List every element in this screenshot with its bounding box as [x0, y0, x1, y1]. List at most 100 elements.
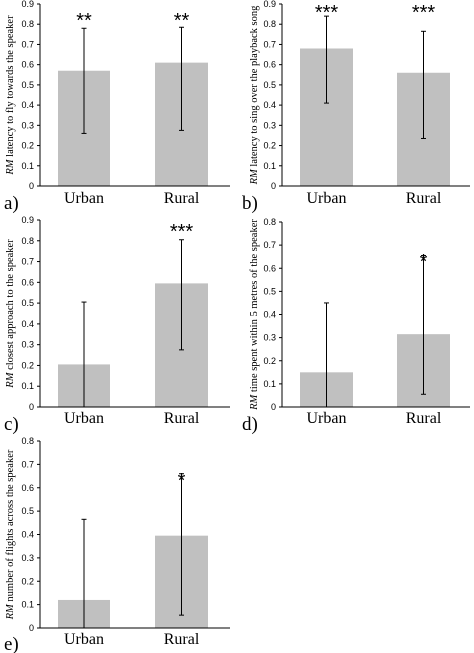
error-bar-urban — [81, 518, 87, 628]
error-bar-rural — [179, 26, 184, 131]
y-tick-label: 0.7 — [263, 39, 276, 49]
chart-panel-4: 0 0.1 0.2 0.3 0.4 0.5 0.6 0.7 0.8 Urban Rural * RM t… — [242, 217, 470, 435]
y-tick-label: 0 — [29, 181, 34, 191]
y-axis-title: RM latency to fly towards the speaker — [5, 15, 16, 176]
y-tick-label: 0.8 — [21, 436, 34, 446]
chart-panel-2: 0 0.1 0.2 0.3 0.4 0.5 0.6 0.7 0.8 0.9 Urban *** Rura… — [242, 0, 470, 214]
y-tick-label: 0.3 — [263, 333, 276, 343]
y-tick-label: 0.5 — [21, 298, 34, 308]
y-tick-label: 0.2 — [263, 356, 276, 366]
significance-marker: * — [420, 251, 428, 273]
y-tick-label: 0.8 — [263, 217, 276, 227]
y-tick-label: 0.2 — [263, 141, 276, 151]
y-tick-label: 0.6 — [21, 60, 34, 70]
panel-label: e) — [4, 634, 19, 653]
y-tick-label: 0.1 — [21, 161, 34, 171]
x-category-label: Rural — [164, 410, 200, 427]
y-tick-label: 0.1 — [21, 381, 34, 391]
y-tick-label: 0.8 — [263, 19, 276, 29]
significance-marker: ** — [76, 10, 92, 32]
error-bar-rural — [179, 473, 184, 616]
y-tick-label: 0.4 — [21, 100, 34, 110]
y-axis-title-text: time spent within 5 metres of the speake… — [249, 219, 260, 392]
error-bar-urban — [81, 27, 87, 134]
error-bar-urban — [324, 302, 329, 407]
y-tick-label: 0.2 — [21, 576, 34, 586]
y-tick-label: 0.4 — [21, 319, 34, 329]
chart-panel-3: 0 0.1 0.2 0.3 0.4 0.5 0.6 0.7 0.8 0.9 Urban Rural **… — [4, 215, 230, 435]
x-category-label: Rural — [164, 190, 200, 207]
y-tick-label: 0 — [271, 181, 276, 191]
y-tick-label: 0.8 — [21, 236, 34, 246]
y-tick-label: 0.3 — [21, 553, 34, 563]
significance-marker: *** — [170, 221, 194, 243]
y-tick-label: 0.6 — [21, 277, 34, 287]
y-tick-label: 0.5 — [263, 286, 276, 296]
y-tick-label: 0.2 — [21, 141, 34, 151]
error-bar-rural — [421, 255, 426, 395]
y-axis-title-prefix: RM — [5, 603, 16, 620]
y-tick-label: 0.1 — [263, 379, 276, 389]
panel-label: a) — [4, 193, 19, 214]
y-tick-label: 0.4 — [263, 310, 276, 320]
y-axis-title-prefix: RM — [249, 393, 260, 410]
x-category-label: Urban — [64, 190, 104, 207]
y-tick-label: 0.2 — [21, 360, 34, 370]
x-category-label: Urban — [307, 410, 347, 427]
y-tick-label: 0.5 — [21, 80, 34, 90]
x-category-label: Urban — [307, 190, 347, 207]
chart-panel-5: 0 0.1 0.2 0.3 0.4 0.5 0.6 0.7 0.8 Urban Rural * RM n… — [4, 436, 230, 653]
y-tick-label: 0.6 — [263, 263, 276, 273]
y-tick-label: 0.1 — [263, 161, 276, 171]
y-tick-label: 0.4 — [21, 530, 34, 540]
significance-marker: ** — [174, 10, 190, 32]
y-tick-label: 0.1 — [21, 600, 34, 610]
y-axis-title-text: closest approach to the speaker — [5, 239, 16, 370]
y-axis-title-text: latency to sing over the playback song — [249, 5, 260, 167]
y-tick-label: 0.3 — [263, 120, 276, 130]
panel-label: c) — [4, 414, 19, 435]
y-tick-label: 0.7 — [21, 39, 34, 49]
y-tick-label: 0.5 — [21, 506, 34, 516]
x-category-label: Urban — [64, 410, 104, 427]
significance-marker: *** — [315, 2, 339, 24]
chart-panel-1: 0 0.1 0.2 0.3 0.4 0.5 0.6 0.7 0.8 0.9 Urban ** Rural… — [4, 0, 230, 214]
y-axis-title-prefix: RM — [5, 158, 16, 175]
y-tick-label: 0.4 — [263, 100, 276, 110]
significance-marker: * — [178, 470, 186, 492]
y-tick-label: 0.7 — [263, 240, 276, 250]
y-tick-label: 0.7 — [21, 459, 34, 469]
y-tick-label: 0.5 — [263, 80, 276, 90]
y-axis-title-text: latency to fly towards the speaker — [5, 15, 16, 157]
panel-label: b) — [242, 193, 258, 214]
error-bar-rural — [179, 239, 184, 351]
y-tick-label: 0.8 — [21, 19, 34, 29]
y-tick-label: 0.6 — [263, 60, 276, 70]
y-axis-title-prefix: RM — [249, 168, 260, 185]
y-tick-label: 0 — [271, 402, 276, 412]
error-bar-urban — [81, 301, 87, 407]
x-category-label: Rural — [406, 190, 442, 207]
y-axis-title-prefix: RM — [5, 371, 16, 388]
y-tick-label: 0 — [29, 402, 34, 412]
x-category-label: Rural — [164, 631, 200, 648]
y-axis-title: RM closest approach to the speaker — [5, 239, 16, 389]
y-tick-label: 0.7 — [21, 257, 34, 267]
y-tick-label: 0.9 — [21, 0, 34, 9]
y-tick-label: 0.3 — [21, 120, 34, 130]
y-axis-title: RM time spent within 5 metres of the spe… — [249, 219, 260, 411]
significance-marker: *** — [412, 2, 436, 24]
y-tick-label: 0.9 — [263, 0, 276, 9]
y-tick-label: 0.9 — [21, 215, 34, 225]
x-category-label: Rural — [406, 410, 442, 427]
error-bar-urban — [324, 15, 329, 104]
x-category-label: Urban — [64, 631, 104, 648]
panel-label: d) — [242, 414, 258, 435]
y-tick-label: 0.3 — [21, 340, 34, 350]
y-axis-title: RM latency to sing over the playback son… — [249, 5, 260, 186]
error-bar-rural — [421, 30, 426, 139]
y-axis-title: RM number of flights across the speaker — [5, 449, 16, 620]
y-tick-label: 0.6 — [21, 483, 34, 493]
y-axis-title-text: number of flights across the speaker — [5, 449, 16, 601]
